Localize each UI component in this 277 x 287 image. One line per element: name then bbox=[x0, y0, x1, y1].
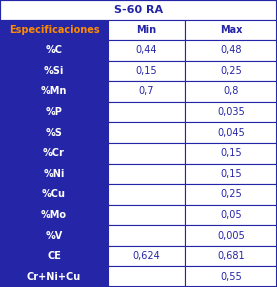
Bar bbox=[185, 184, 277, 205]
Bar bbox=[108, 164, 185, 184]
Bar bbox=[185, 40, 277, 61]
Text: CE: CE bbox=[47, 251, 61, 261]
Text: Cr+Ni+Cu: Cr+Ni+Cu bbox=[27, 272, 81, 282]
Bar bbox=[108, 122, 185, 143]
Bar bbox=[108, 40, 185, 61]
Bar bbox=[108, 246, 185, 266]
Bar bbox=[0, 0, 277, 20]
Text: 0,15: 0,15 bbox=[136, 66, 157, 76]
Bar bbox=[108, 205, 185, 225]
Text: 0,05: 0,05 bbox=[220, 210, 242, 220]
Bar bbox=[0, 266, 108, 287]
Bar bbox=[185, 122, 277, 143]
Text: S-60 RA: S-60 RA bbox=[114, 5, 163, 15]
Bar bbox=[185, 164, 277, 184]
Bar bbox=[108, 266, 185, 287]
Bar bbox=[0, 225, 108, 246]
Bar bbox=[108, 143, 185, 164]
Bar bbox=[0, 40, 108, 61]
Text: Especificaciones: Especificaciones bbox=[9, 25, 99, 35]
Bar bbox=[108, 20, 185, 40]
Text: 0,045: 0,045 bbox=[217, 128, 245, 138]
Text: 0,15: 0,15 bbox=[220, 148, 242, 158]
Bar bbox=[0, 102, 108, 122]
Bar bbox=[0, 122, 108, 143]
Text: 0,681: 0,681 bbox=[217, 251, 245, 261]
Text: %C: %C bbox=[45, 45, 63, 55]
Text: 0,44: 0,44 bbox=[136, 45, 157, 55]
Bar bbox=[185, 143, 277, 164]
Text: 0,48: 0,48 bbox=[220, 45, 242, 55]
Bar bbox=[108, 184, 185, 205]
Bar bbox=[108, 61, 185, 81]
Bar bbox=[185, 61, 277, 81]
Text: %S: %S bbox=[45, 128, 62, 138]
Bar bbox=[0, 20, 108, 40]
Bar bbox=[0, 143, 108, 164]
Text: 0,624: 0,624 bbox=[133, 251, 160, 261]
Text: %Ni: %Ni bbox=[43, 169, 65, 179]
Text: 0,25: 0,25 bbox=[220, 66, 242, 76]
Bar bbox=[0, 61, 108, 81]
Bar bbox=[0, 184, 108, 205]
Text: Max: Max bbox=[220, 25, 242, 35]
Bar bbox=[185, 246, 277, 266]
Text: 0,15: 0,15 bbox=[220, 169, 242, 179]
Text: Min: Min bbox=[137, 25, 157, 35]
Bar bbox=[185, 266, 277, 287]
Bar bbox=[108, 81, 185, 102]
Text: 0,25: 0,25 bbox=[220, 189, 242, 199]
Text: %Mn: %Mn bbox=[41, 86, 67, 96]
Bar bbox=[0, 246, 108, 266]
Bar bbox=[0, 81, 108, 102]
Bar bbox=[108, 102, 185, 122]
Text: %Si: %Si bbox=[44, 66, 64, 76]
Text: 0,7: 0,7 bbox=[139, 86, 154, 96]
Bar bbox=[185, 20, 277, 40]
Bar bbox=[108, 225, 185, 246]
Bar bbox=[185, 81, 277, 102]
Text: 0,8: 0,8 bbox=[223, 86, 239, 96]
Text: %V: %V bbox=[45, 230, 63, 241]
Text: 0,035: 0,035 bbox=[217, 107, 245, 117]
Bar bbox=[185, 102, 277, 122]
Bar bbox=[185, 205, 277, 225]
Text: 0,005: 0,005 bbox=[217, 230, 245, 241]
Text: 0,55: 0,55 bbox=[220, 272, 242, 282]
Bar bbox=[0, 164, 108, 184]
Bar bbox=[185, 225, 277, 246]
Text: %P: %P bbox=[45, 107, 62, 117]
Text: %Cu: %Cu bbox=[42, 189, 66, 199]
Text: %Mo: %Mo bbox=[41, 210, 67, 220]
Bar bbox=[0, 205, 108, 225]
Text: %Cr: %Cr bbox=[43, 148, 65, 158]
